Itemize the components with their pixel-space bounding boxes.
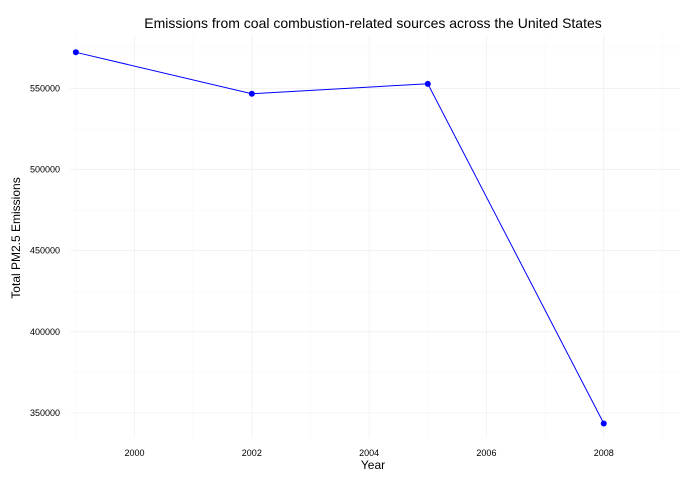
x-tick-label: 2006 <box>476 448 496 458</box>
axes: 2000 2002 2004 2006 2008 350000 400000 450000 50… <box>30 84 614 458</box>
x-tick-label: 2004 <box>359 448 379 458</box>
y-tick-label: 350000 <box>30 408 60 418</box>
data-point <box>72 49 79 56</box>
grid <box>70 35 680 438</box>
y-tick-label: 450000 <box>30 246 60 256</box>
data-point <box>248 90 255 97</box>
x-tick-label: 2008 <box>594 448 614 458</box>
y-axis-label: Total PM2.5 Emissions <box>9 177 23 298</box>
series-line <box>75 51 605 424</box>
y-tick-label: 400000 <box>30 327 60 337</box>
data-point <box>600 420 607 427</box>
x-tick-label: 2000 <box>125 448 145 458</box>
y-tick-label: 500000 <box>30 165 60 175</box>
data-point <box>424 80 431 87</box>
chart-title: Emissions from coal combustion-related s… <box>144 15 602 31</box>
x-axis-label: Year <box>361 458 385 472</box>
series-layer <box>72 49 607 427</box>
y-tick-label: 550000 <box>30 84 60 94</box>
x-tick-label: 2002 <box>242 448 262 458</box>
